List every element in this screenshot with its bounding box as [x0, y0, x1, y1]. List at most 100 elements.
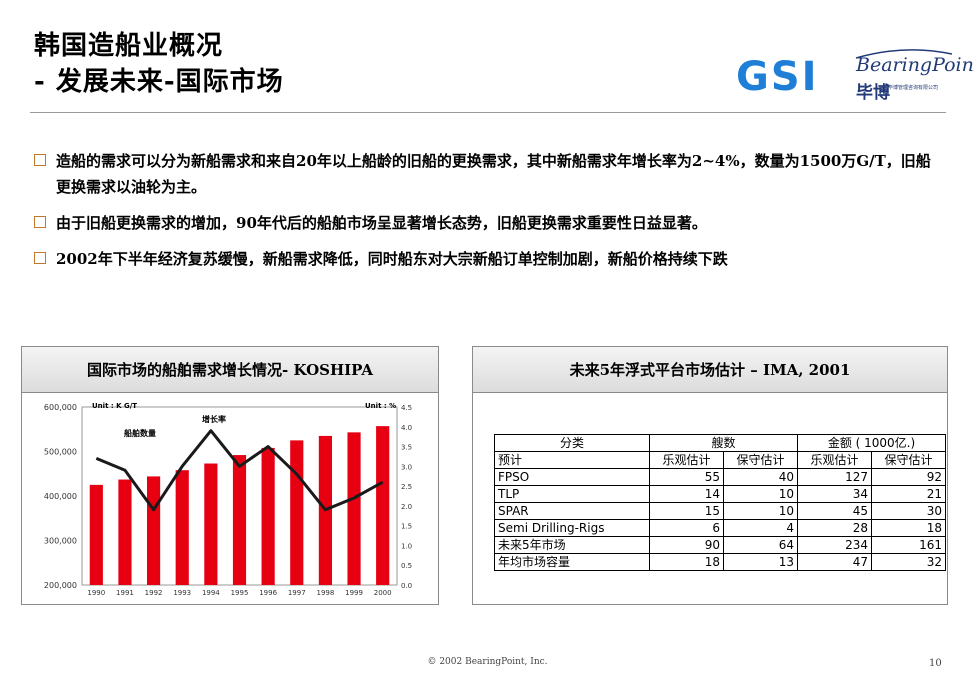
table-cell: Semi Drilling-Rigs — [494, 519, 650, 537]
table-cell: 18 — [649, 553, 724, 571]
chart-bar — [376, 426, 390, 585]
series-label-ship-count: 船舶数量 — [124, 428, 156, 438]
table-cell: FPSO — [494, 468, 650, 486]
bullet-item: 造船的需求可以分为新船需求和来自20年以上船龄的旧船的更换需求，其中新船需求年增… — [34, 148, 944, 200]
page-title: 韩国造船业概况 - 发展未来-国际市场 — [34, 28, 284, 100]
table-subheader-cell: 预计 — [494, 451, 650, 469]
right-axis-tick-label: 3.0 — [401, 463, 412, 471]
table-cell: 未来5年市场 — [494, 536, 650, 554]
table-cell: 55 — [649, 468, 724, 486]
x-axis-tick-label: 1992 — [145, 589, 163, 597]
table-cell: 90 — [649, 536, 724, 554]
table-cell: 14 — [649, 485, 724, 503]
left-axis-tick-label: 300,000 — [44, 537, 77, 546]
right-axis-tick-label: 1.5 — [401, 523, 412, 531]
left-axis-unit: Unit : K G/T — [92, 402, 137, 410]
table-subheader-cell: 乐观估计 — [649, 451, 724, 469]
table-header-cell: 艘数 — [649, 434, 798, 452]
table-header-row: 分类 艘数 金额 ( 1000亿.) — [494, 434, 946, 452]
table-cell: 47 — [797, 553, 872, 571]
table-panel-title: 未来5年浮式平台市场估计 – IMA, 2001 — [473, 347, 947, 393]
right-axis-unit: Unit : % — [365, 402, 396, 410]
table-subheader-cell: 乐观估计 — [797, 451, 872, 469]
market-estimate-table: 分类 艘数 金额 ( 1000亿.) 预计 乐观估计 保守估计 乐观估计 保守估计 FPSO 55… — [494, 434, 946, 571]
table-subheader-row: 预计 乐观估计 保守估计 乐观估计 保守估计 — [494, 451, 946, 469]
table-cell: 28 — [797, 519, 872, 537]
table-row: Semi Drilling-Rigs 6 4 28 18 — [494, 519, 946, 537]
company-logo: GSI BearingPoint 毕博 毕博管理咨询有限公司 — [736, 48, 975, 108]
gsi-logo-text: GSI — [736, 54, 819, 100]
table-cell: SPAR — [494, 502, 650, 520]
table-row: 未来5年市场 90 64 234 161 — [494, 536, 946, 554]
right-axis-tick-label: 3.5 — [401, 444, 412, 452]
table-cell: 32 — [871, 553, 946, 571]
chart-bar — [261, 447, 275, 585]
bullet-text: 造船的需求可以分为新船需求和来自20年以上船龄的旧船的更换需求，其中新船需求年增… — [56, 152, 931, 196]
table-cell: 161 — [871, 536, 946, 554]
table-cell: 13 — [723, 553, 798, 571]
x-axis-tick-label: 1990 — [87, 589, 105, 597]
table-cell: 4 — [723, 519, 798, 537]
table-cell: 34 — [797, 485, 872, 503]
table-cell: 234 — [797, 536, 872, 554]
page-title-line1: 韩国造船业概况 — [34, 31, 224, 61]
bullet-box-icon — [34, 154, 46, 166]
chart-panel: 国际市场的船舶需求增长情况- KOSHIPA 600,000 500,000 400… — [21, 346, 439, 605]
chart-bar — [147, 476, 161, 585]
table-cell: 45 — [797, 502, 872, 520]
page-title-line2: - 发展未来-国际市场 — [34, 67, 284, 97]
page-number: 10 — [929, 658, 942, 669]
table-row: FPSO 55 40 127 92 — [494, 468, 946, 486]
x-axis-tick-label: 1997 — [288, 589, 306, 597]
right-axis-tick-label: 4.0 — [401, 424, 412, 432]
table-cell: 10 — [723, 502, 798, 520]
table-cell: 64 — [723, 536, 798, 554]
x-axis-tick-label: 1995 — [231, 589, 249, 597]
chart-bar — [290, 440, 304, 585]
table-cell: 6 — [649, 519, 724, 537]
table-cell: TLP — [494, 485, 650, 503]
x-axis-tick-label: 1998 — [316, 589, 334, 597]
table-cell: 92 — [871, 468, 946, 486]
table-cell: 21 — [871, 485, 946, 503]
bullet-text: 由于旧船更换需求的增加，90年代后的船舶市场呈显著增长态势，旧船更换需求重要性日… — [56, 214, 707, 232]
chart-panel-title: 国际市场的船舶需求增长情况- KOSHIPA — [22, 347, 438, 393]
right-axis-tick-label: 4.5 — [401, 404, 412, 412]
table-subheader-cell: 保守估计 — [723, 451, 798, 469]
copyright-footer: © 2002 BearingPoint, Inc. — [427, 657, 548, 667]
table-cell: 15 — [649, 502, 724, 520]
left-axis-tick-label: 400,000 — [44, 492, 77, 501]
chart-bar — [118, 479, 132, 585]
table-row: SPAR 15 10 45 30 — [494, 502, 946, 520]
series-label-growth-rate: 增长率 — [202, 414, 226, 424]
demand-growth-chart: 600,000 500,000 400,000 300,000 200,000 4.5 4.… — [44, 402, 412, 597]
chart-bar — [175, 470, 189, 585]
bullet-box-icon — [34, 216, 46, 228]
bullet-list: 造船的需求可以分为新船需求和来自20年以上船龄的旧船的更换需求，其中新船需求年增… — [34, 148, 944, 282]
table-row: TLP 14 10 34 21 — [494, 485, 946, 503]
table-panel: 未来5年浮式平台市场估计 – IMA, 2001 分类 艘数 金额 ( 1000亿.… — [472, 346, 948, 605]
table-cell: 年均市场容量 — [494, 553, 650, 571]
table-cell: 10 — [723, 485, 798, 503]
logo-tagline: 毕博管理咨询有限公司 — [888, 85, 939, 91]
bullet-box-icon — [34, 252, 46, 264]
right-axis-tick-label: 2.5 — [401, 483, 412, 491]
x-axis-tick-label: 1999 — [345, 589, 363, 597]
swoosh-icon — [855, 49, 953, 59]
bullet-text: 2002年下半年经济复苏缓慢，新船需求降低，同时船东对大宗新船订单控制加剧，新船… — [56, 250, 728, 268]
x-axis-tick-label: 2000 — [374, 589, 392, 597]
left-axis-tick-label: 200,000 — [44, 581, 77, 590]
bullet-item: 由于旧船更换需求的增加，90年代后的船舶市场呈显著增长态势，旧船更换需求重要性日… — [34, 210, 944, 236]
table-subheader-cell: 保守估计 — [871, 451, 946, 469]
bullet-item: 2002年下半年经济复苏缓慢，新船需求降低，同时船东对大宗新船订单控制加剧，新船… — [34, 246, 944, 272]
right-axis-tick-label: 1.0 — [401, 542, 412, 550]
left-axis-tick-label: 500,000 — [44, 448, 77, 457]
growth-rate-line — [95, 429, 384, 512]
x-axis-tick-label: 1991 — [116, 589, 134, 597]
right-axis-tick-label: 0.5 — [401, 562, 412, 570]
table-cell: 30 — [871, 502, 946, 520]
x-axis-tick-label: 1996 — [259, 589, 277, 597]
bearingpoint-chinese-text: 毕博 — [856, 83, 890, 103]
x-axis-tick-label: 1993 — [173, 589, 191, 597]
table-cell: 127 — [797, 468, 872, 486]
